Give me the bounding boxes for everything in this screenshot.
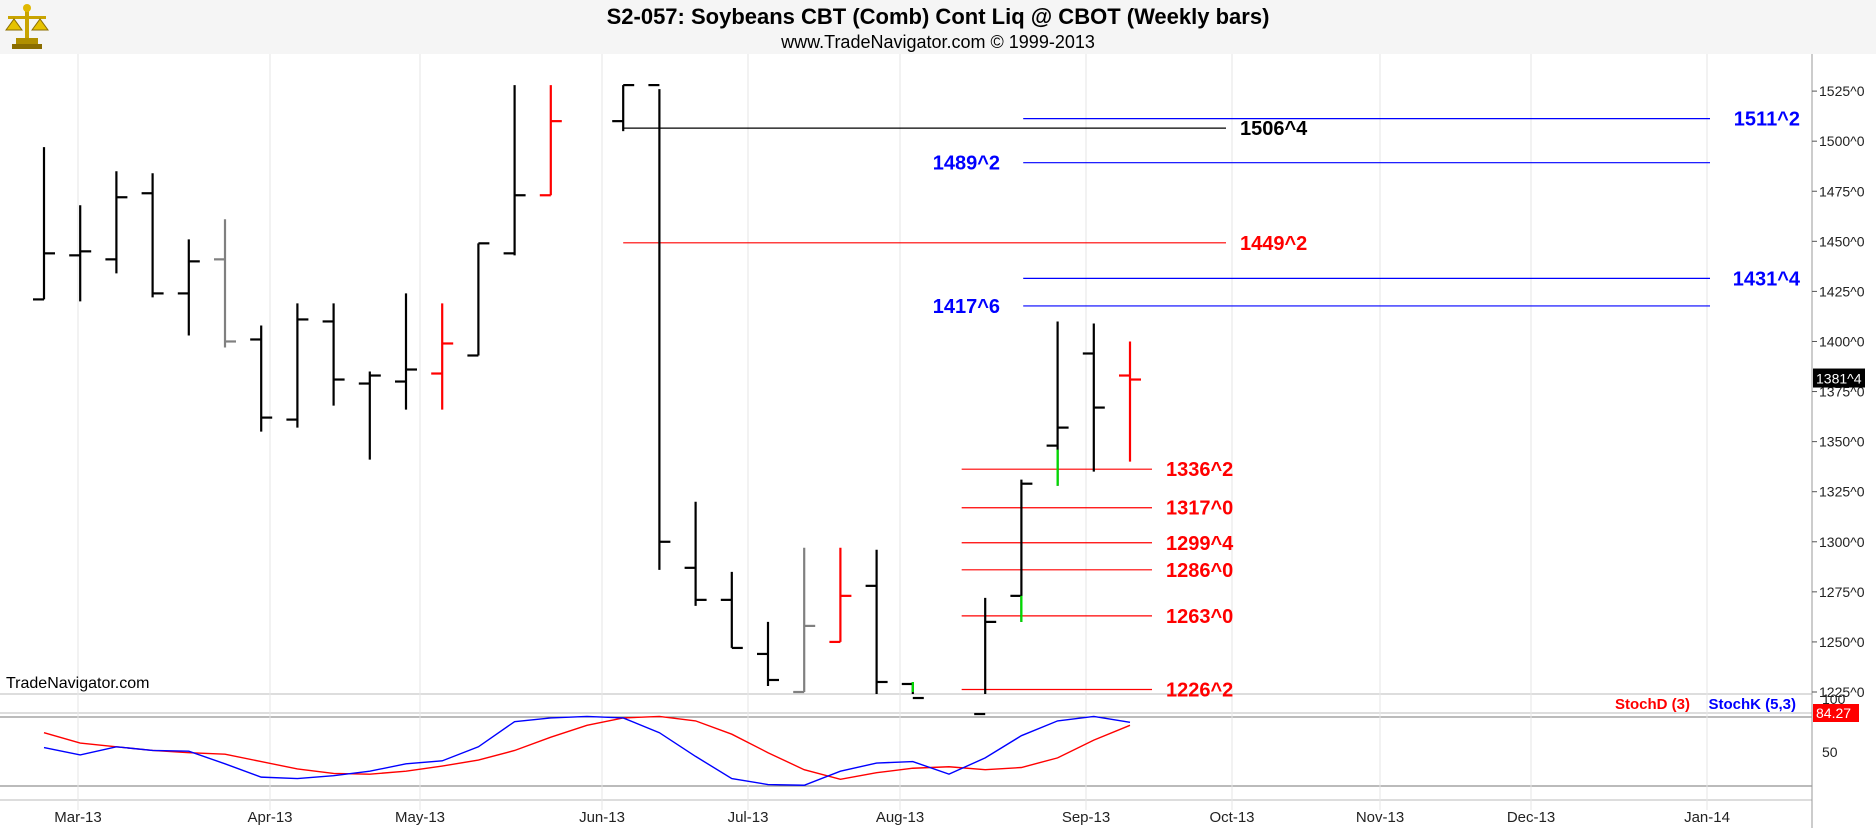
ohlc-bar [322, 303, 345, 406]
y-tick-label: 1225^0 [1819, 684, 1865, 700]
y-tick-label: 1500^0 [1819, 133, 1865, 149]
chart-header: S2-057: Soybeans CBT (Comb) Cont Liq @ C… [0, 0, 1876, 54]
level-label: 1511^2 [1734, 109, 1800, 131]
gold-scales-logo-icon [5, 4, 49, 49]
ohlc-bar [901, 681, 924, 700]
level-lines: 1511^2 1506^4 1489^2 1449^2 1431^4 1417^6 1336… [623, 109, 1801, 701]
ohlc-bar [612, 83, 635, 132]
last-price-label: 1381^4 [1816, 371, 1862, 387]
stoch-last-value-box [1813, 704, 1859, 722]
y-tick-label: 1300^0 [1819, 534, 1865, 550]
ohlc-bar [33, 147, 55, 301]
level-label: 1449^2 [1240, 233, 1307, 255]
level-label: 1489^2 [933, 153, 1000, 175]
ohlc-bar [1046, 321, 1069, 486]
ohlc-bar [539, 85, 562, 197]
level-label: 1417^6 [933, 296, 1000, 318]
y-tick-label: 1350^0 [1819, 434, 1865, 450]
level-label: 1226^2 [1166, 679, 1233, 701]
ohlc-bar [250, 325, 273, 432]
x-tick-label: Sep-13 [1062, 809, 1110, 826]
stoch-tick-100: 100 [1822, 691, 1846, 707]
chart-subtitle: www.TradeNavigator.com © 1999-2013 [781, 32, 1095, 52]
x-tick-label: Jun-13 [579, 809, 625, 826]
x-tick-label: May-13 [395, 809, 445, 826]
ohlc-bar [793, 547, 816, 694]
ohlc-bar [974, 597, 997, 716]
stochk-line [43, 715, 1131, 786]
x-tick-label: Nov-13 [1356, 809, 1404, 826]
ohlc-bar [177, 239, 200, 336]
indicator-legend: StochD (3) StochK (5,3) [1615, 696, 1796, 713]
level-label: 1336^2 [1166, 459, 1233, 481]
ohlc-bar [141, 173, 164, 298]
level-label: 1317^0 [1166, 498, 1233, 520]
ohlc-bar [503, 85, 526, 256]
stochk-legend-label: StochK (5,3) [1708, 696, 1796, 713]
x-tick-label: Jan-14 [1684, 809, 1730, 826]
ohlc-bar [1082, 323, 1105, 472]
ohlc-bar [431, 303, 454, 410]
level-label: 1299^4 [1166, 533, 1234, 555]
ohlc-bar [1119, 341, 1141, 462]
ohlc-bar [648, 83, 671, 570]
chart-title: S2-057: Soybeans CBT (Comb) Cont Liq @ C… [606, 4, 1270, 29]
y-tick-label: 1475^0 [1819, 183, 1865, 199]
ohlc-bar [105, 171, 128, 274]
level-label: 1431^4 [1733, 268, 1801, 290]
y-tick-label: 1525^0 [1819, 83, 1865, 99]
y-tick-label: 1425^0 [1819, 283, 1865, 299]
time-axis: Mar-13 Apr-13 May-13 Jun-13 Jul-13 Aug-13 Sep-… [54, 809, 1730, 826]
y-tick-label: 1450^0 [1819, 233, 1865, 249]
x-tick-label: Aug-13 [876, 809, 924, 826]
stoch-tick-50: 50 [1822, 744, 1838, 760]
ohlc-bar [286, 303, 309, 428]
y-tick-label: 1400^0 [1819, 333, 1865, 349]
y-tick-label: 1375^0 [1819, 384, 1865, 400]
x-tick-label: Apr-13 [247, 809, 292, 826]
ohlc-bar [720, 571, 743, 650]
y-tick-label: 1275^0 [1819, 584, 1865, 600]
ohlc-bar [829, 547, 852, 644]
stochd-line [43, 715, 1131, 781]
x-tick-label: Jul-13 [728, 809, 769, 826]
ohlc-bar [684, 501, 707, 606]
ohlc-bar [1010, 479, 1033, 622]
ohlc-bar [757, 621, 779, 686]
level-label: 1263^0 [1166, 606, 1233, 628]
ohlc-bar [214, 219, 236, 348]
x-tick-label: Mar-13 [54, 809, 102, 826]
grid-lines [0, 54, 1813, 828]
x-tick-label: Oct-13 [1209, 809, 1254, 826]
price-bars [33, 83, 1141, 716]
stochastic-panel: 100 50 84.27 [43, 691, 1859, 786]
ohlc-bar [358, 371, 381, 460]
level-label: 1506^4 [1240, 118, 1308, 140]
ohlc-bar [395, 293, 417, 410]
ohlc-bar [69, 205, 92, 302]
watermark-label: TradeNavigator.com [6, 675, 150, 692]
ohlc-bar [865, 549, 888, 694]
ohlc-bar [467, 242, 490, 357]
level-label: 1286^0 [1166, 560, 1233, 582]
x-tick-label: Dec-13 [1507, 809, 1555, 826]
y-tick-label: 1250^0 [1819, 634, 1865, 650]
stoch-last-value-label: 84.27 [1816, 705, 1851, 721]
last-price-box [1813, 368, 1865, 388]
stochd-legend-label: StochD (3) [1615, 696, 1690, 713]
price-axis: 1525^0 1500^0 1475^0 1450^0 1425^0 1400^0 1375… [1812, 83, 1865, 700]
y-tick-label: 1325^0 [1819, 484, 1865, 500]
